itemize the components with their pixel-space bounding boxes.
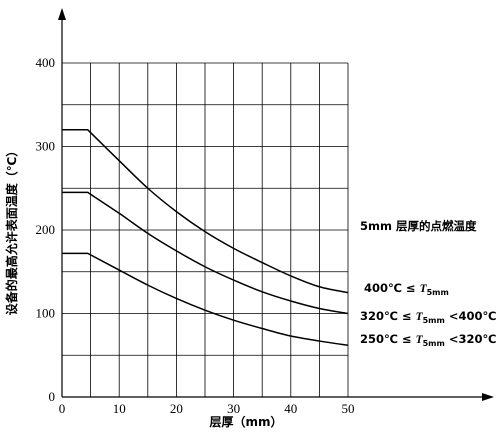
tick-labels: 0 10 20 30 40 50 0 100 200 300 400 bbox=[36, 55, 355, 416]
annotation-range-low: 250℃ ≤ T5mm <320℃ bbox=[360, 332, 497, 348]
y-axis-arrow bbox=[58, 8, 66, 20]
x-tick-label: 10 bbox=[113, 401, 126, 416]
axes bbox=[58, 8, 494, 401]
y-axis-label: 设备的最高允许表面温度（℃） bbox=[4, 145, 19, 316]
y-tick-label: 400 bbox=[36, 55, 56, 70]
series-line-1 bbox=[62, 129, 349, 294]
x-tick-label: 30 bbox=[227, 401, 240, 416]
x-tick-label: 50 bbox=[342, 401, 355, 416]
grid bbox=[62, 62, 349, 397]
y-tick-label: 200 bbox=[36, 222, 56, 237]
annotation-title-right: 5mm 层厚的点燃温度 bbox=[360, 219, 477, 233]
series-curves bbox=[62, 129, 349, 346]
series-line-3 bbox=[62, 252, 349, 346]
series-line-2 bbox=[62, 191, 349, 315]
x-tick-label: 0 bbox=[59, 401, 66, 416]
y-tick-label: 100 bbox=[36, 306, 56, 321]
annotation-range-mid: 320℃ ≤ T5mm <400℃ bbox=[360, 309, 497, 325]
y-tick-label: 0 bbox=[49, 389, 56, 404]
x-tick-label: 20 bbox=[170, 401, 183, 416]
x-axis-label: 层厚（mm） bbox=[209, 414, 282, 429]
y-tick-label: 300 bbox=[36, 139, 56, 154]
x-axis-arrow bbox=[482, 393, 494, 401]
x-tick-label: 40 bbox=[284, 401, 297, 416]
annotation-range-high: 400℃ ≤ T5mm bbox=[364, 281, 449, 297]
